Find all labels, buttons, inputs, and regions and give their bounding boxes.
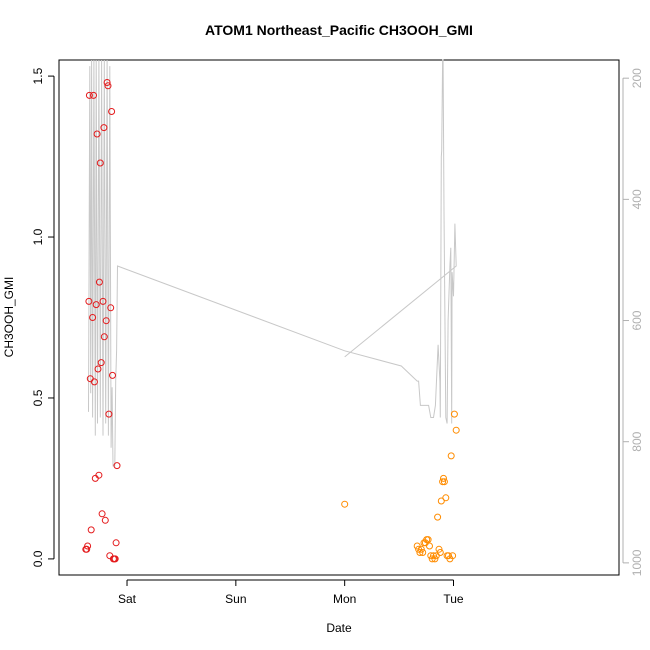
data-point	[435, 545, 443, 553]
y2-tick-label: 1000	[630, 549, 644, 576]
data-point	[87, 526, 95, 534]
data-point	[92, 301, 100, 309]
data-point	[426, 542, 433, 550]
x-tick-label: Tue	[443, 592, 464, 606]
data-point	[102, 317, 110, 325]
data-point	[94, 365, 102, 373]
data-point	[99, 297, 107, 305]
y-axis-label: CH3OOH_GMI	[2, 277, 16, 358]
data-point	[107, 304, 115, 312]
data-point	[98, 510, 106, 518]
data-point	[105, 410, 113, 418]
y2-tick-label: 800	[630, 431, 644, 451]
y-axis: 0.0 0.5 1.0 1.5	[31, 67, 55, 567]
data-point	[103, 79, 111, 86]
data-point	[101, 516, 109, 524]
data-point	[85, 297, 93, 305]
pressure-line	[88, 59, 457, 467]
x-tick-label: Sun	[225, 592, 246, 606]
data-point	[419, 549, 427, 556]
y-tick-label: 0.5	[31, 389, 45, 406]
data-point	[95, 471, 103, 479]
y-tick-label: 1.0	[31, 228, 45, 245]
y2-tick-label: 600	[630, 310, 644, 330]
data-point	[84, 542, 92, 550]
data-point	[96, 159, 104, 167]
data-point	[95, 278, 103, 286]
x-tick-label: Mon	[333, 592, 356, 606]
data-point	[90, 91, 97, 99]
chart-title: ATOM1 Northeast_Pacific CH3OOH_GMI	[205, 22, 473, 38]
data-point	[417, 545, 425, 553]
data-point	[97, 359, 105, 367]
y2-tick-label: 200	[630, 68, 644, 88]
data-point	[83, 545, 91, 553]
data-point	[442, 494, 450, 502]
data-point	[437, 497, 445, 505]
plot-frame	[58, 59, 620, 576]
data-point	[108, 108, 116, 115]
data-point	[416, 549, 424, 556]
data-point	[100, 333, 108, 341]
data-point	[449, 552, 457, 560]
data-point	[431, 555, 439, 563]
data-points-layer	[82, 79, 460, 563]
data-point	[104, 82, 112, 90]
data-point	[436, 549, 444, 556]
data-point	[434, 513, 442, 521]
data-point	[440, 474, 447, 482]
data-point	[90, 378, 98, 386]
data-point	[113, 462, 121, 470]
data-point	[452, 426, 460, 434]
data-point	[424, 536, 432, 544]
data-point	[85, 91, 93, 99]
data-point	[445, 552, 452, 560]
x-axis-label: Date	[326, 621, 352, 635]
data-point	[89, 314, 97, 321]
data-point	[447, 452, 455, 460]
data-point	[430, 552, 437, 560]
data-point	[440, 478, 448, 486]
data-point	[341, 500, 349, 508]
y-tick-label: 1.5	[31, 67, 45, 84]
data-point	[111, 555, 119, 563]
pressure-line-layer	[88, 59, 457, 467]
y2-axis: 200 400 600 800 1000	[622, 68, 644, 576]
y2-tick-label: 400	[630, 189, 644, 209]
data-point	[109, 371, 116, 379]
data-point	[100, 124, 108, 132]
y-tick-label: 0.0	[31, 550, 45, 567]
data-point	[450, 410, 458, 418]
data-point	[112, 539, 120, 547]
data-point	[91, 474, 99, 482]
x-tick-label: Sat	[118, 592, 137, 606]
x-axis: Sat Sun Mon Tue	[118, 579, 464, 606]
data-point	[93, 130, 101, 138]
